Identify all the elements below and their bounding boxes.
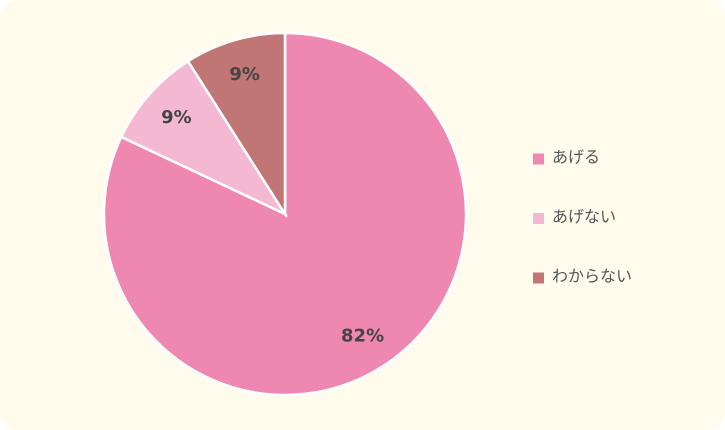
legend-label: わからない xyxy=(552,267,632,286)
legend-swatch xyxy=(533,153,544,165)
legend-swatch xyxy=(533,272,544,284)
pie-slice xyxy=(186,31,287,219)
value-label: 9% xyxy=(161,107,192,128)
legend-swatch xyxy=(533,213,544,224)
pie-slice xyxy=(119,59,289,217)
legend-label: あげない xyxy=(552,207,616,226)
value-label: 82% xyxy=(341,325,384,346)
legend-label: あげる xyxy=(552,148,600,167)
value-label: 9% xyxy=(229,64,260,85)
